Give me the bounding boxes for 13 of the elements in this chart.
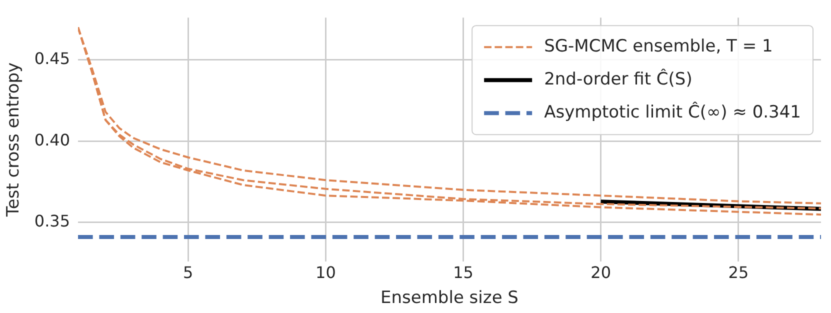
legend-label: SG-MCMC ensemble, T = 1: [544, 36, 773, 57]
x-axis-title: Ensemble size S: [380, 288, 518, 308]
y-tick-label: 0.35: [34, 212, 70, 231]
y-tick-label: 0.40: [34, 130, 70, 150]
y-tick-label: 0.45: [34, 49, 70, 68]
x-tick-label: 5: [183, 263, 194, 282]
y-axis-title: Test cross entropy: [4, 62, 24, 218]
x-tick-label: 20: [590, 263, 612, 282]
legend-label: Asymptotic limit Ĉ(∞) ≈ 0.341: [544, 102, 802, 123]
x-tick-label: 25: [728, 263, 749, 282]
x-tick-label: 10: [316, 263, 336, 282]
legend-label: 2nd-order fit Ĉ(S): [544, 68, 692, 90]
x-tick-label: 15: [453, 263, 474, 282]
